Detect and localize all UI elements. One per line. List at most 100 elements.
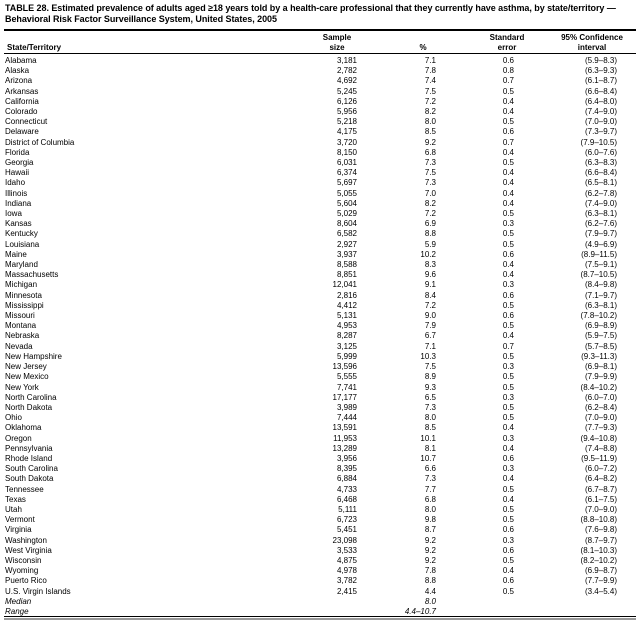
table-row: Virginia 5,451 8.7 0.6 (7.6–9.8)	[5, 525, 635, 535]
table-row: Massachusetts 8,851 9.6 0.4 (8.7–10.5)	[5, 270, 635, 280]
standard-error-cell: 0.6	[502, 453, 514, 463]
confidence-interval-cell: (7.4–9.0)	[584, 107, 617, 117]
state-cell: Maine	[5, 249, 27, 259]
confidence-interval-cell: (7.9–9.9)	[584, 372, 617, 382]
table-row: Ohio 7,444 8.0 0.5 (7.0–9.0)	[5, 413, 635, 423]
sample-size-cell: 3,181	[336, 56, 357, 65]
row-spacer	[617, 515, 635, 525]
standard-error-cell: 0.4	[502, 494, 514, 504]
sample-size-cell: 5,604	[336, 198, 357, 208]
row-spacer	[617, 464, 635, 474]
standard-error-cell: 0.4	[502, 260, 514, 270]
standard-error-cell: 0.5	[502, 158, 514, 168]
row-spacer	[617, 240, 635, 250]
percent-cell: 10.2	[420, 249, 436, 259]
standard-error-cell: 0.3	[502, 464, 514, 474]
row-spacer	[617, 199, 635, 209]
standard-error-cell: 0.5	[502, 351, 514, 361]
table-row: Colorado 5,956 8.2 0.4 (7.4–9.0)	[5, 107, 635, 117]
standard-error-cell: 0.6	[502, 576, 514, 586]
percent-cell: 9.1	[424, 280, 436, 290]
table-row: Illinois 5,055 7.0 0.4 (6.2–7.8)	[5, 189, 635, 199]
column-header-standard-error-line1: Standard	[489, 33, 525, 42]
percent-cell: 7.4	[424, 76, 436, 86]
table-row: Utah 5,111 8.0 0.5 (7.0–9.0)	[5, 505, 635, 515]
standard-error-cell	[436, 597, 514, 607]
table-row: South Carolina 8,395 6.6 0.3 (6.0–7.2)	[5, 464, 635, 474]
row-spacer	[617, 107, 635, 117]
percent-cell: 8.0	[424, 117, 436, 127]
sample-size-cell: 3,533	[336, 545, 357, 555]
confidence-interval-cell: (7.4–8.8)	[584, 443, 617, 453]
confidence-interval-cell: (6.2–7.6)	[584, 219, 617, 229]
row-spacer	[617, 372, 635, 382]
percent-cell: 9.3	[424, 382, 436, 392]
row-spacer	[617, 280, 635, 290]
bottom-rule	[4, 616, 636, 617]
percent-cell: 7.7	[424, 484, 436, 494]
standard-error-cell: 0.3	[502, 219, 514, 229]
table-row: Pennsylvania 13,289 8.1 0.4 (7.4–8.8)	[5, 444, 635, 454]
state-cell: Delaware	[5, 127, 39, 137]
standard-error-cell: 0.4	[502, 96, 514, 106]
confidence-interval-cell: (4.9–6.9)	[584, 239, 617, 249]
row-spacer	[617, 556, 635, 566]
percent-cell: 8.5	[424, 127, 436, 137]
state-cell: Connecticut	[5, 117, 48, 127]
column-header-standard-error: Standard error	[490, 33, 525, 53]
confidence-interval-cell: (6.4–8.0)	[584, 96, 617, 106]
confidence-interval-cell: (6.9–8.1)	[584, 362, 617, 372]
standard-error-cell: 0.4	[502, 168, 514, 178]
standard-error-cell: 0.5	[502, 586, 514, 596]
sample-size-cell: 4,733	[336, 484, 357, 494]
state-cell: Indiana	[5, 198, 32, 208]
row-spacer	[617, 403, 635, 413]
row-spacer	[617, 311, 635, 321]
standard-error-cell: 0.5	[502, 117, 514, 127]
state-cell: Iowa	[5, 209, 22, 219]
standard-error-cell: 0.3	[502, 280, 514, 290]
column-header-sample-size-line1: Sample	[322, 33, 352, 42]
state-cell: California	[5, 96, 39, 106]
state-cell: Nevada	[5, 341, 33, 351]
confidence-interval-cell: (7.0–9.0)	[584, 504, 617, 514]
sample-size-cell: 3,937	[336, 249, 357, 259]
standard-error-cell: 0.4	[502, 188, 514, 198]
sample-size-cell: 5,245	[336, 86, 357, 96]
standard-error-cell: 0.4	[502, 474, 514, 484]
row-spacer	[617, 229, 635, 239]
sample-size-cell: 2,816	[336, 290, 357, 300]
percent-cell: 4.4–10.7	[404, 606, 436, 616]
top-rule	[4, 29, 636, 31]
sample-size-cell: 8,604	[336, 219, 357, 229]
percent-cell: 9.0	[424, 311, 436, 321]
state-cell: Kentucky	[5, 229, 38, 239]
confidence-interval-cell: (6.2–8.4)	[584, 402, 617, 412]
state-cell: Missouri	[5, 311, 35, 321]
state-cell: Alabama	[5, 56, 37, 65]
percent-cell: 8.0	[424, 504, 436, 514]
row-spacer	[617, 444, 635, 454]
row-spacer	[617, 413, 635, 423]
percent-cell: 9.2	[424, 535, 436, 545]
confidence-interval-cell	[514, 597, 617, 607]
state-cell: Pennsylvania	[5, 443, 53, 453]
confidence-interval-cell: (7.6–9.8)	[584, 525, 617, 535]
row-spacer	[617, 158, 635, 168]
confidence-interval-cell: (7.7–9.9)	[584, 576, 617, 586]
standard-error-cell: 0.5	[502, 484, 514, 494]
table-row: Minnesota 2,816 8.4 0.6 (7.1–9.7)	[5, 291, 635, 301]
table-row: Vermont 6,723 9.8 0.5 (8.8–10.8)	[5, 515, 635, 525]
confidence-interval-cell: (9.3–11.3)	[581, 351, 617, 361]
table-row: Maine 3,937 10.2 0.6 (8.9–11.5)	[5, 250, 635, 260]
row-spacer	[617, 76, 635, 86]
standard-error-cell: 0.4	[502, 566, 514, 576]
standard-error-cell: 0.5	[502, 229, 514, 239]
confidence-interval-cell: (3.4–5.4)	[584, 586, 617, 596]
state-cell: Nebraska	[5, 331, 40, 341]
standard-error-cell: 0.7	[502, 137, 514, 147]
confidence-interval-cell: (5.7–8.5)	[584, 341, 617, 351]
standard-error-cell: 0.6	[502, 525, 514, 535]
column-header-confidence-interval: 95% Confidence interval	[561, 33, 623, 53]
standard-error-cell: 0.5	[502, 413, 514, 423]
